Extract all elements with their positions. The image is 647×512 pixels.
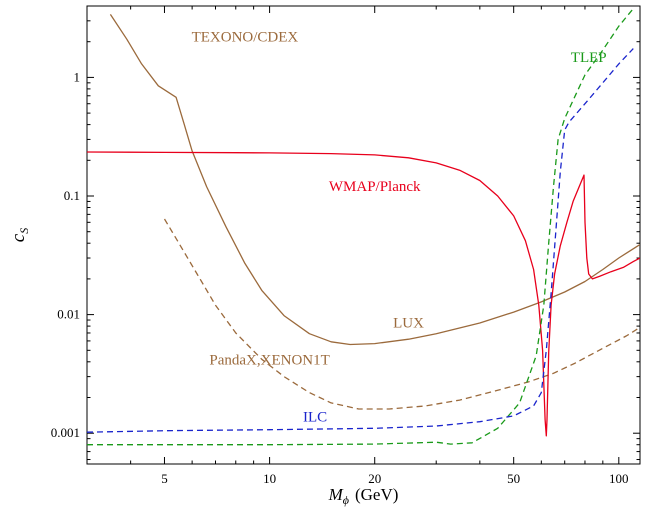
series-texono-cdex-line [109, 14, 640, 346]
y-axis-label-main: c [8, 233, 29, 242]
series-pandax-xenon1t-line [163, 218, 640, 410]
x-tick-label: 5 [161, 471, 168, 486]
y-axis-label-sub: S [17, 228, 31, 234]
x-tick-label: 10 [263, 471, 276, 486]
y-axis-label: cS [8, 228, 31, 242]
curve-labels: TEXONO/CDEX TLEP WMAP/Planck LUX PandaX,XENO… [192, 30, 607, 426]
x-tick-label: 20 [368, 471, 381, 486]
x-tick-label: 100 [609, 471, 629, 486]
series-wmap-planck-line [87, 151, 640, 437]
x-axis-label: Mϕ (GeV) [328, 485, 399, 507]
x-axis-label-main: M [328, 485, 344, 504]
series-ilc-line [87, 48, 634, 433]
label-pandax-xenon1t: PandaX,XENON1T [209, 352, 329, 368]
y-tick-label: 1 [74, 69, 81, 84]
axis-ticks: 5 10 20 50 100 0.001 0.01 0.1 1 [51, 5, 640, 486]
y-tick-label: 0.1 [64, 188, 80, 203]
plot-frame [86, 5, 641, 465]
y-tick-label: 0.001 [51, 425, 80, 440]
series-tlep-line [87, 8, 634, 446]
plot-curves [87, 8, 640, 446]
label-wmap-planck: WMAP/Planck [329, 179, 421, 195]
y-tick-label: 0.01 [57, 307, 80, 322]
label-tlep: TLEP [571, 50, 607, 66]
x-axis-label-sub: ϕ [343, 493, 349, 507]
x-axis-label-unit: (GeV) [355, 485, 398, 504]
label-lux: LUX [393, 315, 424, 331]
x-tick-label: 50 [507, 471, 520, 486]
label-texono-cdex: TEXONO/CDEX [192, 30, 299, 46]
label-ilc: ILC [303, 410, 327, 426]
